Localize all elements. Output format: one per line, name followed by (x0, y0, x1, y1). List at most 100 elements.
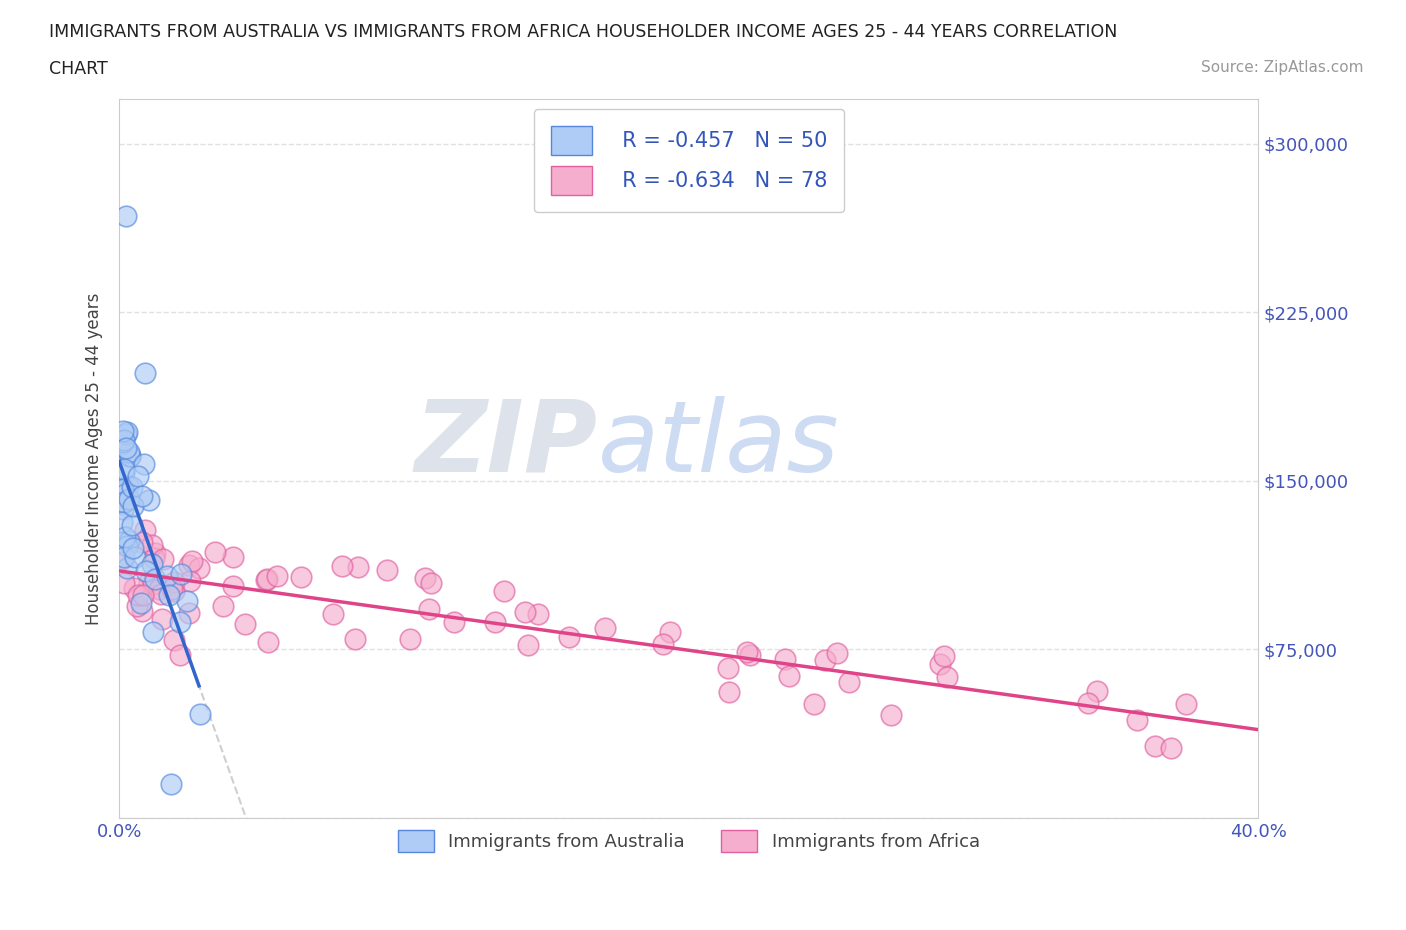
Point (114, 441, 136, 456)
Point (825, 645, 848, 660)
Point (142, 625, 165, 640)
Point (131, 604, 153, 618)
Point (115, 426, 138, 441)
Point (112, 491, 135, 506)
Text: CHART: CHART (49, 60, 108, 78)
Point (152, 551, 174, 566)
Point (266, 569, 288, 584)
Point (159, 777, 181, 791)
Point (254, 572, 277, 587)
Point (652, 637, 675, 652)
Point (343, 631, 366, 646)
Point (179, 605, 201, 620)
Text: Source: ZipAtlas.com: Source: ZipAtlas.com (1201, 60, 1364, 75)
Y-axis label: Householder Income Ages 25 - 44 years: Householder Income Ages 25 - 44 years (86, 292, 103, 625)
Point (127, 587, 149, 602)
Point (141, 556, 163, 571)
Point (112, 461, 135, 476)
Point (737, 644, 759, 659)
Text: ZIP: ZIP (415, 395, 598, 493)
Point (398, 631, 420, 646)
Point (1077, 696, 1099, 711)
Point (120, 448, 142, 463)
Point (212, 598, 235, 613)
Point (290, 569, 312, 584)
Point (149, 587, 172, 602)
Point (112, 495, 135, 510)
Point (118, 445, 141, 459)
Point (160, 581, 183, 596)
Point (322, 607, 344, 622)
Point (181, 553, 204, 568)
Point (131, 488, 153, 503)
Point (179, 573, 201, 588)
Point (156, 568, 179, 583)
Point (150, 612, 173, 627)
Point (114, 530, 136, 545)
Point (134, 457, 156, 472)
Point (879, 708, 901, 723)
Point (132, 588, 155, 603)
Point (773, 652, 796, 667)
Point (1144, 739, 1167, 754)
Point (204, 544, 226, 559)
Point (257, 635, 280, 650)
Point (111, 482, 134, 497)
Point (222, 550, 245, 565)
Point (111, 434, 134, 449)
Point (117, 479, 139, 494)
Point (1085, 684, 1108, 698)
Point (256, 572, 278, 587)
Point (527, 607, 550, 622)
Point (936, 670, 959, 684)
Point (122, 580, 145, 595)
Point (176, 593, 198, 608)
Point (111, 514, 134, 529)
Point (143, 546, 166, 561)
Point (347, 560, 370, 575)
Point (593, 620, 616, 635)
Point (1126, 713, 1149, 728)
Point (222, 578, 245, 593)
Point (443, 614, 465, 629)
Point (179, 557, 201, 572)
Text: IMMIGRANTS FROM AUSTRALIA VS IMMIGRANTS FROM AFRICA HOUSEHOLDER INCOME AGES 25 -: IMMIGRANTS FROM AUSTRALIA VS IMMIGRANTS … (49, 23, 1118, 41)
Point (112, 432, 135, 447)
Point (1174, 697, 1197, 711)
Point (121, 517, 143, 532)
Point (718, 684, 741, 699)
Point (778, 669, 800, 684)
Point (120, 449, 142, 464)
Point (135, 564, 157, 578)
Legend: Immigrants from Australia, Immigrants from Africa: Immigrants from Australia, Immigrants fr… (391, 823, 987, 859)
Point (142, 577, 165, 591)
Point (717, 660, 740, 675)
Point (127, 468, 149, 483)
Point (163, 632, 186, 647)
Point (159, 588, 181, 603)
Point (114, 486, 136, 501)
Point (169, 615, 191, 630)
Point (517, 637, 540, 652)
Point (803, 697, 825, 711)
Point (163, 583, 186, 598)
Point (111, 423, 134, 438)
Point (138, 575, 160, 590)
Point (122, 498, 145, 513)
Point (115, 538, 138, 553)
Point (111, 502, 134, 517)
Point (118, 534, 141, 549)
Point (134, 523, 156, 538)
Point (513, 604, 536, 619)
Point (131, 535, 153, 550)
Point (117, 492, 139, 507)
Point (188, 561, 211, 576)
Point (121, 480, 143, 495)
Point (413, 571, 436, 586)
Point (332, 559, 354, 574)
Point (115, 425, 138, 440)
Point (148, 582, 170, 597)
Point (112, 576, 135, 591)
Text: atlas: atlas (598, 395, 839, 493)
Point (143, 572, 166, 587)
